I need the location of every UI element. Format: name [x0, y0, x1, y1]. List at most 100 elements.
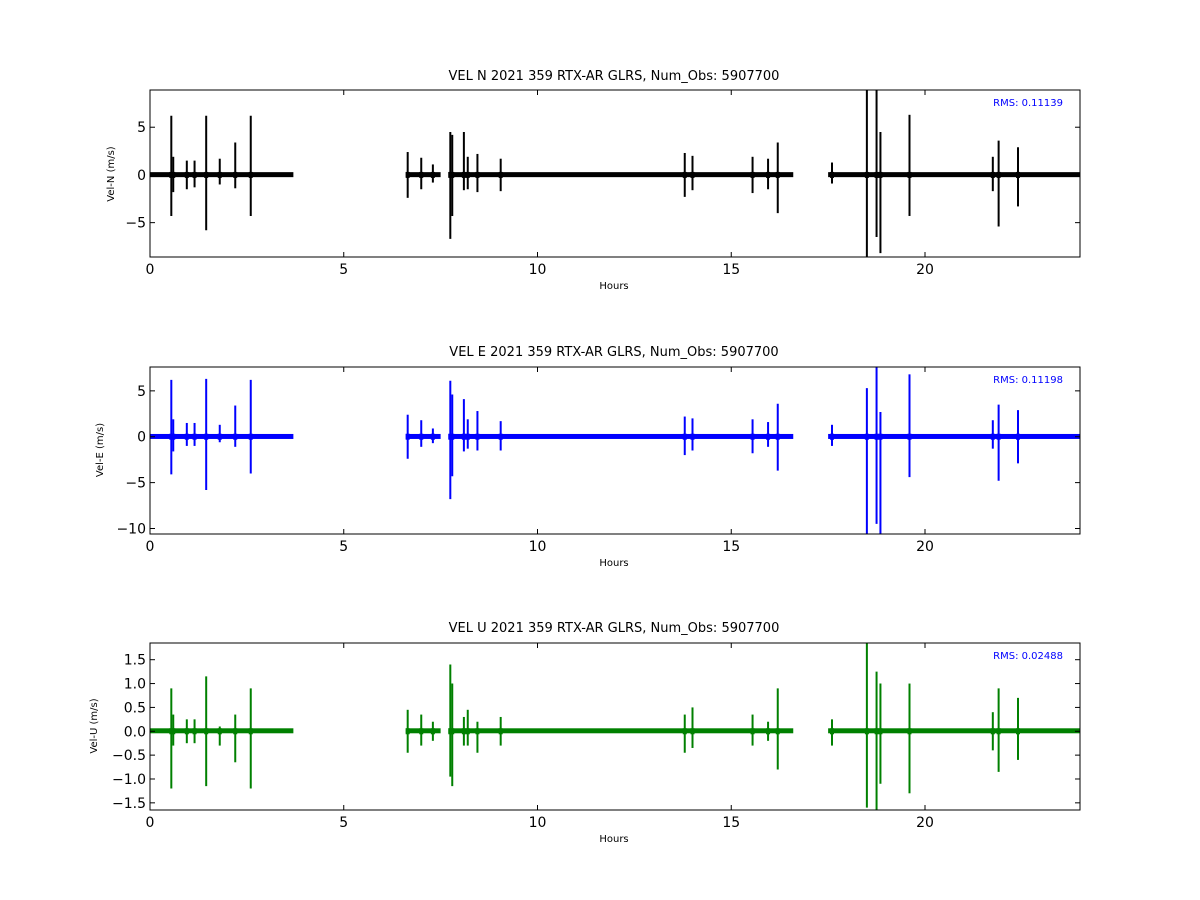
spike-marker: [990, 433, 995, 440]
y-tick-label: −5: [125, 476, 146, 492]
spike-marker: [192, 728, 197, 735]
spike-marker: [204, 171, 209, 178]
panel-vel-e: VEL E 2021 359 RTX-AR GLRS, Num_Obs: 590…: [95, 345, 1081, 569]
spike-marker: [1016, 171, 1020, 178]
spike-marker: [775, 171, 780, 178]
x-tick-label: 5: [339, 539, 348, 555]
spike-marker: [874, 433, 879, 440]
spike-marker: [475, 433, 480, 440]
baseline-band: [448, 172, 794, 178]
spike-marker: [864, 171, 869, 178]
spike-marker: [419, 728, 424, 735]
y-tick-label: 5: [137, 120, 146, 136]
spike-marker: [233, 171, 238, 178]
x-axis-label: Hours: [599, 281, 628, 292]
spike-marker: [461, 728, 466, 735]
x-tick-label: 10: [529, 262, 547, 278]
x-tick-label: 10: [529, 815, 547, 831]
spike-marker: [766, 728, 771, 735]
baseline-band: [448, 728, 794, 734]
y-tick-label: −1.5: [112, 796, 146, 812]
spike-marker: [217, 433, 222, 440]
y-tick-label: 1.5: [124, 653, 146, 669]
x-tick-label: 20: [916, 815, 934, 831]
spike-marker: [419, 171, 424, 178]
y-tick-label: −1.0: [112, 772, 146, 788]
spike-marker: [498, 433, 503, 440]
spike-marker: [990, 728, 995, 735]
spike-marker: [766, 171, 771, 178]
chart-title: VEL U 2021 359 RTX-AR GLRS, Num_Obs: 590…: [449, 621, 780, 636]
spike-marker: [874, 728, 879, 735]
spike-marker: [465, 433, 470, 440]
y-tick-label: 0: [137, 168, 146, 184]
baseline-band: [448, 433, 794, 439]
spike-marker: [990, 171, 995, 178]
spike-marker: [171, 728, 176, 735]
spike-marker: [184, 171, 189, 178]
series-content: [150, 90, 1080, 257]
spike-marker: [1016, 433, 1020, 440]
spike-marker: [830, 433, 834, 440]
spike-marker: [233, 433, 238, 440]
spike-marker: [405, 728, 410, 735]
y-tick-label: −5: [125, 216, 146, 232]
x-tick-label: 20: [916, 262, 934, 278]
chart-title: VEL N 2021 359 RTX-AR GLRS, Num_Obs: 590…: [449, 69, 780, 84]
y-tick-label: 0.5: [124, 700, 146, 716]
y-tick-label: −10: [116, 521, 146, 537]
spike-marker: [475, 728, 480, 735]
x-axis-label: Hours: [599, 558, 628, 569]
rms-annotation: RMS: 0.02488: [993, 651, 1063, 662]
spike-marker: [204, 728, 209, 735]
spike-marker: [248, 728, 253, 735]
spike-marker: [204, 433, 209, 440]
spike-marker: [682, 728, 687, 735]
x-tick-label: 15: [722, 815, 740, 831]
series-content: [150, 643, 1080, 810]
y-tick-label: 1.0: [124, 677, 146, 693]
spike-marker: [874, 171, 879, 178]
rms-annotation: RMS: 0.11139: [993, 98, 1063, 109]
spike-marker: [465, 171, 470, 178]
spike-marker: [878, 171, 883, 178]
spike-marker: [450, 433, 455, 440]
y-axis-label: Vel-U (m/s): [89, 698, 100, 753]
series-content: [150, 367, 1080, 534]
x-tick-label: 5: [339, 815, 348, 831]
spike-marker: [1016, 728, 1020, 735]
spike-marker: [907, 171, 912, 178]
spike-marker: [690, 433, 695, 440]
x-tick-label: 5: [339, 262, 348, 278]
spike-marker: [248, 171, 253, 178]
spike-marker: [830, 171, 834, 178]
axes-frame: [149, 366, 1081, 535]
spike-marker: [430, 728, 435, 735]
spike-marker: [690, 728, 695, 735]
y-tick-label: 0.0: [124, 724, 146, 740]
spike-marker: [996, 433, 1001, 440]
spike-marker: [996, 171, 1001, 178]
spike-marker: [233, 728, 238, 735]
spike-marker: [690, 171, 695, 178]
y-axis-label: Vel-N (m/s): [106, 146, 117, 201]
x-tick-label: 0: [146, 815, 155, 831]
chart-title: VEL E 2021 359 RTX-AR GLRS, Num_Obs: 590…: [449, 345, 778, 360]
baseline-band: [828, 433, 1080, 439]
axes-frame: [149, 89, 1081, 258]
spike-marker: [682, 433, 687, 440]
baseline-band: [828, 728, 1080, 734]
spike-marker: [498, 728, 503, 735]
x-tick-label: 0: [146, 262, 155, 278]
spike-marker: [750, 433, 755, 440]
plot-area: 0 5 10 15 20 5 0 −5: [125, 89, 1081, 278]
spike-marker: [461, 433, 466, 440]
spike-marker: [450, 171, 455, 178]
y-tick-label: 5: [137, 384, 146, 400]
x-tick-label: 20: [916, 539, 934, 555]
spike-marker: [217, 728, 222, 735]
x-tick-label: 0: [146, 539, 155, 555]
baseline-band: [828, 172, 1080, 178]
spike-marker: [878, 433, 883, 440]
